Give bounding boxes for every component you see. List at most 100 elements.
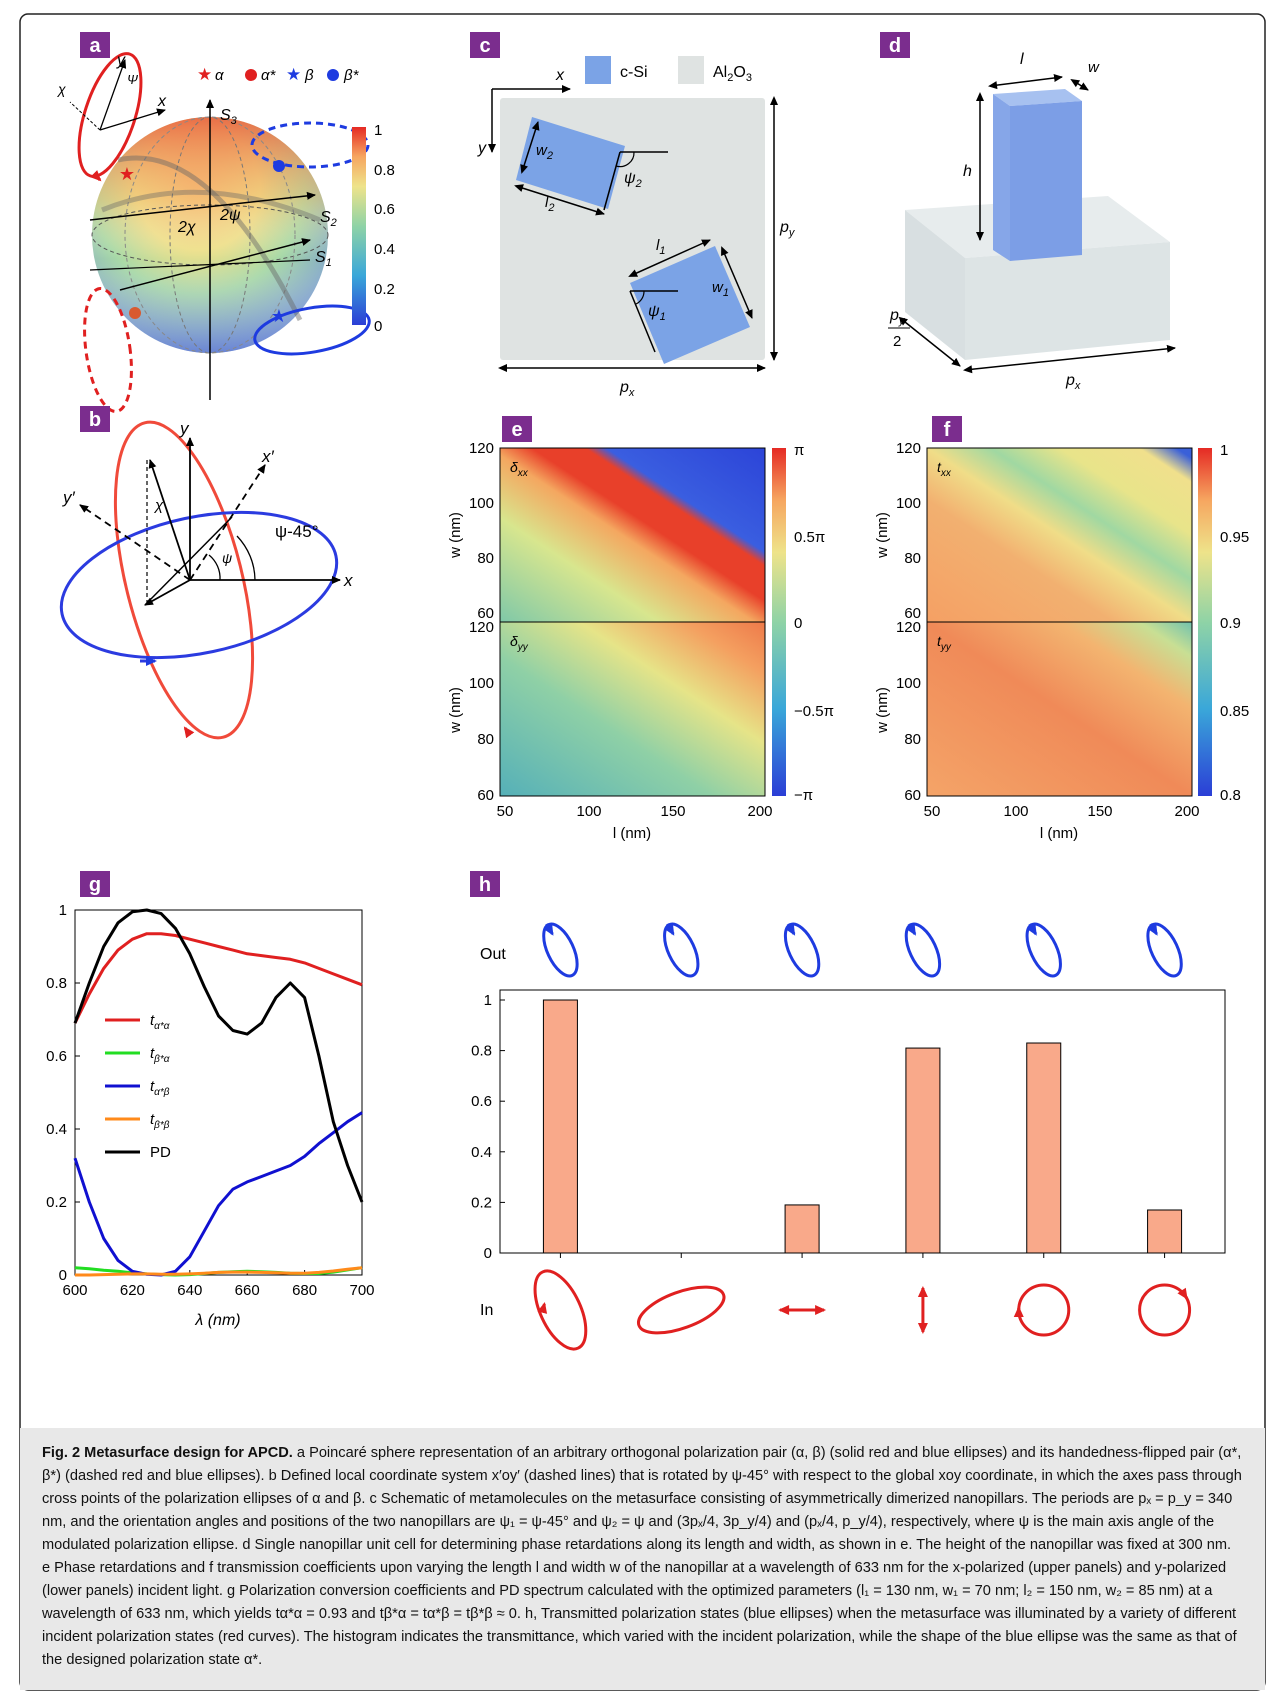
h-ytick-label: 0 <box>484 1245 492 1262</box>
legend-si-label: c-Si <box>620 64 648 81</box>
d-l-arrow <box>990 77 1062 86</box>
svg-text:100: 100 <box>896 675 921 692</box>
h-ytick-label: 0.2 <box>471 1194 492 1211</box>
legend-dot-blue-icon <box>327 69 339 81</box>
legend-star-blue-icon: ★ <box>286 65 301 84</box>
svg-text:0.2: 0.2 <box>374 281 395 298</box>
h-input-arrow-5 <box>1183 1292 1187 1298</box>
svg-text:1: 1 <box>374 122 382 139</box>
g-ytick-label: 0.4 <box>46 1121 67 1138</box>
panel-a: a ★ α α* ★ β β* S3 S2 S1 2χ 2ψ ★ ★ <box>56 32 395 414</box>
colorbar-a-ticks: 1 0.8 0.6 0.4 0.2 0 <box>374 122 395 335</box>
svg-text:120: 120 <box>896 440 921 457</box>
e-yticks-lower: 120 100 80 60 <box>469 619 494 804</box>
b-label-y: y <box>179 419 190 438</box>
d-label-py: py <box>889 307 906 327</box>
h-output-ellipse-2 <box>778 919 825 981</box>
legend-al2o3-swatch <box>678 56 704 84</box>
b-label-x: x <box>343 571 353 590</box>
f-yticks-lower: 120 100 80 60 <box>896 619 921 804</box>
d-pillar-front <box>993 94 1010 261</box>
chart-h-input-states <box>525 1263 1190 1356</box>
legend-alpha: α <box>215 67 224 84</box>
f-ylabel-upper: w (nm) <box>874 512 891 559</box>
chart-h-bars <box>543 1000 1181 1258</box>
b-label-chi: χ <box>153 497 164 514</box>
heatmap-delta-xx <box>500 448 765 622</box>
panel-label-e: e <box>511 419 522 441</box>
chart-g-legend: tα*αtβ*αtα*βtβ*βPD <box>105 1012 171 1161</box>
svg-text:120: 120 <box>469 619 494 636</box>
e-xlabel: l (nm) <box>613 825 651 842</box>
svg-text:80: 80 <box>477 550 494 567</box>
h-output-ellipse-4 <box>1020 919 1067 981</box>
c-label-px: px <box>619 379 635 399</box>
legend-beta-star: β* <box>343 67 360 84</box>
panel-g: g 00.20.40.60.81 600 620 640 660 680 700 tα*α… <box>46 871 374 1329</box>
svg-text:100: 100 <box>896 495 921 512</box>
g-legend-label-0: tα*α <box>150 1012 170 1032</box>
heatmap-t-yy <box>927 622 1192 796</box>
svg-text:80: 80 <box>904 550 921 567</box>
h-ytick-label: 0.6 <box>471 1093 492 1110</box>
e-yticks-upper: 120 100 80 60 <box>469 440 494 622</box>
svg-text:120: 120 <box>469 440 494 457</box>
b-vector-diag <box>145 517 232 605</box>
svg-text:50: 50 <box>497 803 514 820</box>
svg-text:1: 1 <box>1220 442 1228 459</box>
g-ytick-label: 0.8 <box>46 975 67 992</box>
e-ylabel-upper: w (nm) <box>447 512 464 559</box>
panel-h: h Out In 00.20.40.60.81 <box>470 871 1225 1357</box>
svg-text:100: 100 <box>469 495 494 512</box>
d-label-l: l <box>1020 51 1024 68</box>
f-xlabel: l (nm) <box>1040 825 1078 842</box>
legend-dot-red-icon <box>245 69 257 81</box>
b-vector-low <box>145 580 190 605</box>
point-alpha-star-icon: ★ <box>119 164 135 184</box>
c-label-y: y <box>477 140 487 157</box>
svg-text:100: 100 <box>1003 803 1028 820</box>
svg-text:0.8: 0.8 <box>1220 787 1241 804</box>
d-w-arrow <box>1072 80 1088 90</box>
b-axis-yp <box>80 505 190 580</box>
chart-h-in-label: In <box>480 1302 493 1319</box>
d-label-px: px <box>1065 372 1081 392</box>
h-input-arrow-0 <box>542 1304 544 1312</box>
e-xticks: 50 100 150 200 <box>497 803 773 820</box>
h-input-circle-left <box>1019 1285 1069 1335</box>
panel-f: f txx tyy 120 100 80 60 120 100 80 60 50… <box>874 416 1249 842</box>
svg-text:80: 80 <box>904 731 921 748</box>
b-ellipse-blue <box>48 489 350 680</box>
chart-h-frame <box>500 990 1225 1253</box>
h-bar-3 <box>906 1048 940 1253</box>
h-ytick-label: 1 <box>484 992 492 1009</box>
chart-g-series <box>75 910 362 1275</box>
svg-text:−0.5π: −0.5π <box>794 703 834 720</box>
h-input-ellipse-0 <box>525 1263 597 1356</box>
b-arrow-red <box>185 728 190 735</box>
svg-text:0: 0 <box>794 615 802 632</box>
svg-text:100: 100 <box>576 803 601 820</box>
g-series-line-0 <box>75 934 362 1023</box>
g-xtick-label: 700 <box>349 1282 374 1299</box>
svg-text:0.85: 0.85 <box>1220 703 1249 720</box>
h-bar-2 <box>785 1205 819 1253</box>
d-substrate-side <box>965 242 1170 360</box>
svg-text:200: 200 <box>747 803 772 820</box>
colorbar-e-ticks: π 0.5π 0 −0.5π −π <box>794 442 834 804</box>
legend-beta: β <box>304 67 314 84</box>
svg-text:0: 0 <box>374 318 382 335</box>
panel-label-a: a <box>89 35 101 57</box>
g-legend-label-3: tβ*β <box>150 1111 170 1131</box>
e-ylabel-lower: w (nm) <box>447 687 464 734</box>
h-output-ellipse-0 <box>537 919 584 981</box>
c-label-py: py <box>779 219 796 239</box>
svg-text:120: 120 <box>896 619 921 636</box>
panel-e: e δxx δyy 120 100 80 60 120 100 80 60 50… <box>447 416 834 842</box>
g-ytick-label: 0.2 <box>46 1194 67 1211</box>
panel-label-c: c <box>479 35 490 57</box>
svg-text:50: 50 <box>924 803 941 820</box>
colorbar-a <box>352 127 366 325</box>
b-label-xp: x′ <box>261 447 275 466</box>
svg-text:0.4: 0.4 <box>374 241 395 258</box>
